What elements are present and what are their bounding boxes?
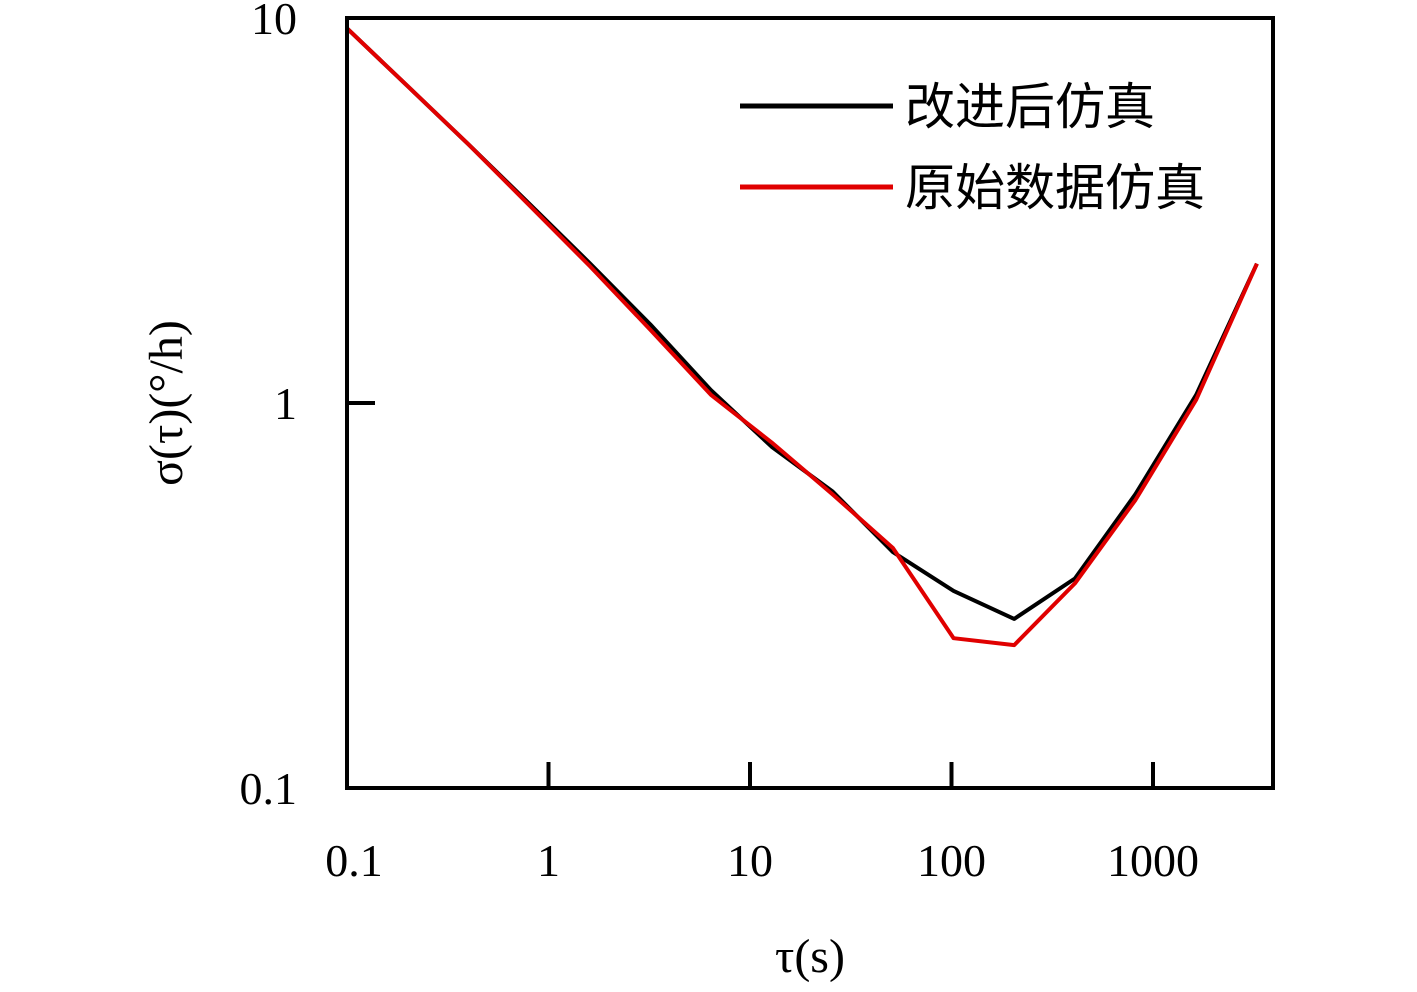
x-tick-label-1: 1 [537,835,560,886]
x-tick-label-0.1: 0.1 [325,835,383,886]
legend: 改进后仿真 原始数据仿真 [740,78,1205,217]
tick-labels: 0.1 1 10 100 1000 0.1 1 10 [240,0,1200,886]
y-tick-label-1: 1 [274,378,297,429]
y-tick-label-0.1: 0.1 [240,763,298,814]
series-line-original [345,26,1259,648]
x-tick-label-10: 10 [727,835,773,886]
y-axis-label: σ(τ)(°/h) [140,320,193,486]
x-axis-label: τ(s) [775,930,845,983]
y-tick-label-10: 10 [251,0,297,44]
x-tick-label-100: 100 [917,835,986,886]
x-tick-label-1000: 1000 [1107,835,1199,886]
axis-ticks [347,401,1155,788]
legend-label-improved: 改进后仿真 [905,78,1155,136]
legend-label-original: 原始数据仿真 [905,159,1205,217]
plot-lines [345,26,1259,648]
